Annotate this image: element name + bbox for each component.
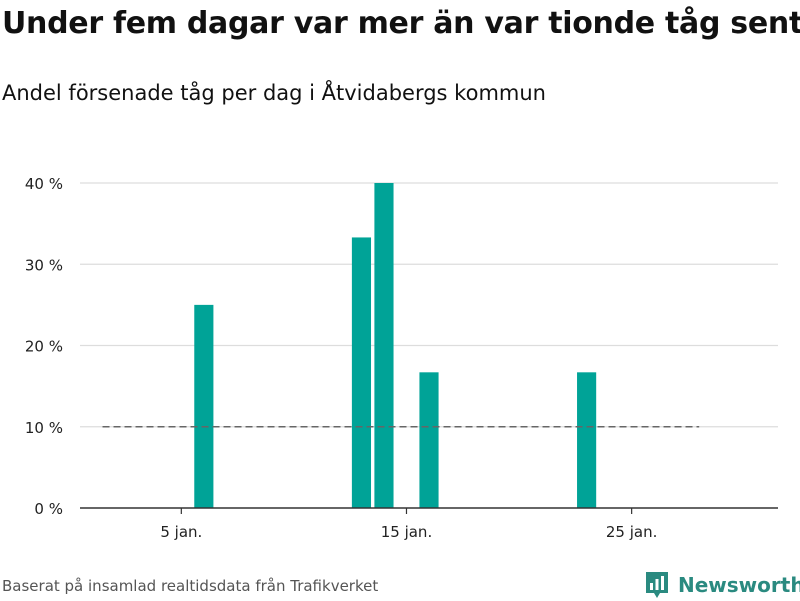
brand-logo: Newsworthy (644, 569, 800, 601)
brand-name: Newsworthy (678, 573, 800, 597)
y-tick-label: 20 % (25, 338, 63, 356)
y-tick-label: 10 % (25, 419, 63, 437)
bar (351, 237, 372, 508)
y-tick-label: 40 % (25, 175, 63, 193)
bar (374, 183, 394, 508)
bar (419, 372, 439, 508)
axes: 0 % 10 % 20 % 30 % 40 % 5 jan. 15 jan. 25 jan. (25, 175, 778, 541)
chart-subtitle: Andel försenade tåg per dag i Åtvidaberg… (2, 81, 546, 105)
bar (577, 372, 597, 508)
x-tick-label: 5 jan. (160, 523, 202, 541)
x-tick-label: 15 jan. (381, 523, 433, 541)
newsworthy-logo-icon (646, 572, 668, 598)
chart-title: Under fem dagar var mer än var tionde tå… (2, 6, 800, 41)
bar (194, 304, 214, 508)
y-tick-label: 30 % (25, 256, 63, 274)
source-note: Baserat på insamlad realtidsdata från Tr… (2, 577, 379, 595)
y-tick-label: 0 % (34, 500, 63, 518)
x-tick-label: 25 jan. (606, 523, 658, 541)
